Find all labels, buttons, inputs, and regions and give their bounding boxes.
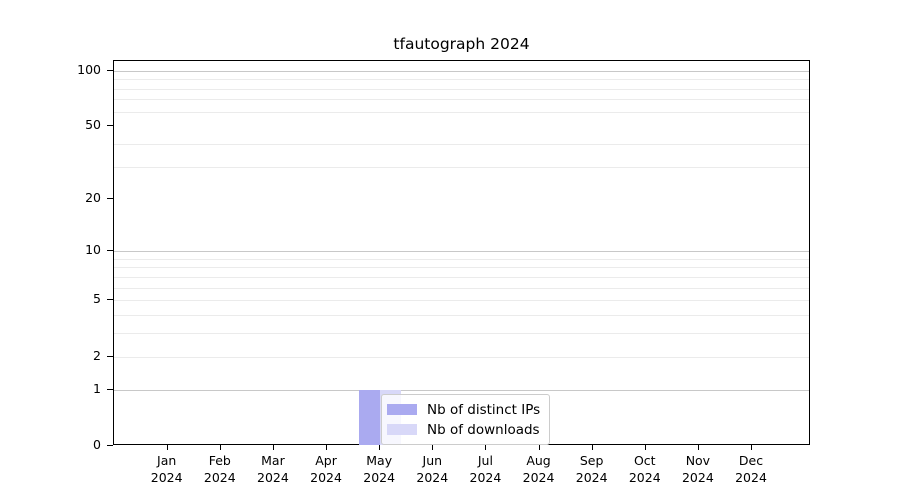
x-tick-label: Dec 2024 [735, 453, 767, 485]
y-tick-mark [107, 250, 113, 252]
x-tick-mark [272, 445, 274, 450]
y-tick-mark [107, 355, 113, 357]
y-tick-label: 2 [93, 347, 101, 363]
gridline-major [114, 251, 809, 253]
legend-swatch-downloads [387, 424, 417, 435]
x-tick-mark [697, 445, 699, 450]
gridline-minor [114, 88, 809, 90]
x-tick-label: Mar 2024 [257, 453, 289, 485]
legend-swatch-distinct-ips [387, 404, 417, 415]
gridline-minor [114, 356, 809, 358]
legend-item-downloads: Nb of downloads [387, 421, 540, 438]
y-tick-mark [107, 388, 113, 390]
x-tick-mark [166, 445, 168, 450]
x-tick-mark [432, 445, 434, 450]
y-tick-mark [107, 125, 113, 127]
x-tick-mark [485, 445, 487, 450]
gridline-minor [114, 300, 809, 302]
gridline-major [114, 389, 809, 391]
x-tick-mark [644, 445, 646, 450]
y-tick-label: 100 [77, 61, 101, 77]
plot-area: Nb of distinct IPs Nb of downloads [113, 60, 810, 445]
y-tick-label: 10 [85, 242, 101, 258]
legend-label-distinct-ips: Nb of distinct IPs [427, 401, 541, 418]
gridline-minor [114, 144, 809, 146]
gridline-minor [114, 287, 809, 289]
x-tick-label: Aug 2024 [522, 453, 555, 485]
x-tick-label: May 2024 [363, 453, 396, 485]
x-tick-label: Apr 2024 [310, 453, 342, 485]
x-tick-label: Jul 2024 [469, 453, 502, 485]
x-tick-mark [591, 445, 593, 450]
x-tick-label: Feb 2024 [203, 453, 236, 485]
x-tick-label: Jun 2024 [416, 453, 449, 485]
y-tick-label: 0 [93, 437, 101, 452]
gridline-minor [114, 166, 809, 168]
legend-label-downloads: Nb of downloads [427, 421, 540, 438]
gridline-minor [114, 111, 809, 113]
x-tick-label: Nov 2024 [681, 453, 714, 485]
x-tick-mark [538, 445, 540, 450]
chart-title: tfautograph 2024 [393, 35, 530, 53]
x-tick-mark [751, 445, 753, 450]
y-tick-mark [107, 299, 113, 301]
bar-distinct-ips [359, 389, 381, 445]
gridline-minor [114, 333, 809, 335]
y-tick-mark [107, 69, 113, 71]
legend-item-distinct-ips: Nb of distinct IPs [387, 401, 540, 418]
gridline-minor [114, 99, 809, 101]
gridline-major [114, 70, 809, 72]
y-tick-label: 20 [85, 189, 101, 205]
gridline-minor [114, 258, 809, 260]
x-tick-mark [379, 445, 381, 450]
x-tick-label: Jan 2024 [150, 453, 183, 485]
y-tick-label: 1 [93, 380, 101, 396]
x-tick-mark [219, 445, 221, 450]
gridline-minor [114, 276, 809, 278]
x-tick-mark [326, 445, 328, 450]
y-tick-mark [107, 197, 113, 199]
legend: Nb of distinct IPs Nb of downloads [381, 394, 551, 445]
x-tick-label: Oct 2024 [628, 453, 661, 485]
x-tick-label: Sep 2024 [575, 453, 608, 485]
y-tick-label: 50 [85, 117, 101, 133]
gridline-minor [114, 79, 809, 81]
gridline-minor [114, 267, 809, 269]
y-tick-label: 5 [93, 291, 101, 307]
gridline-minor [114, 315, 809, 317]
y-tick-mark [107, 445, 113, 446]
